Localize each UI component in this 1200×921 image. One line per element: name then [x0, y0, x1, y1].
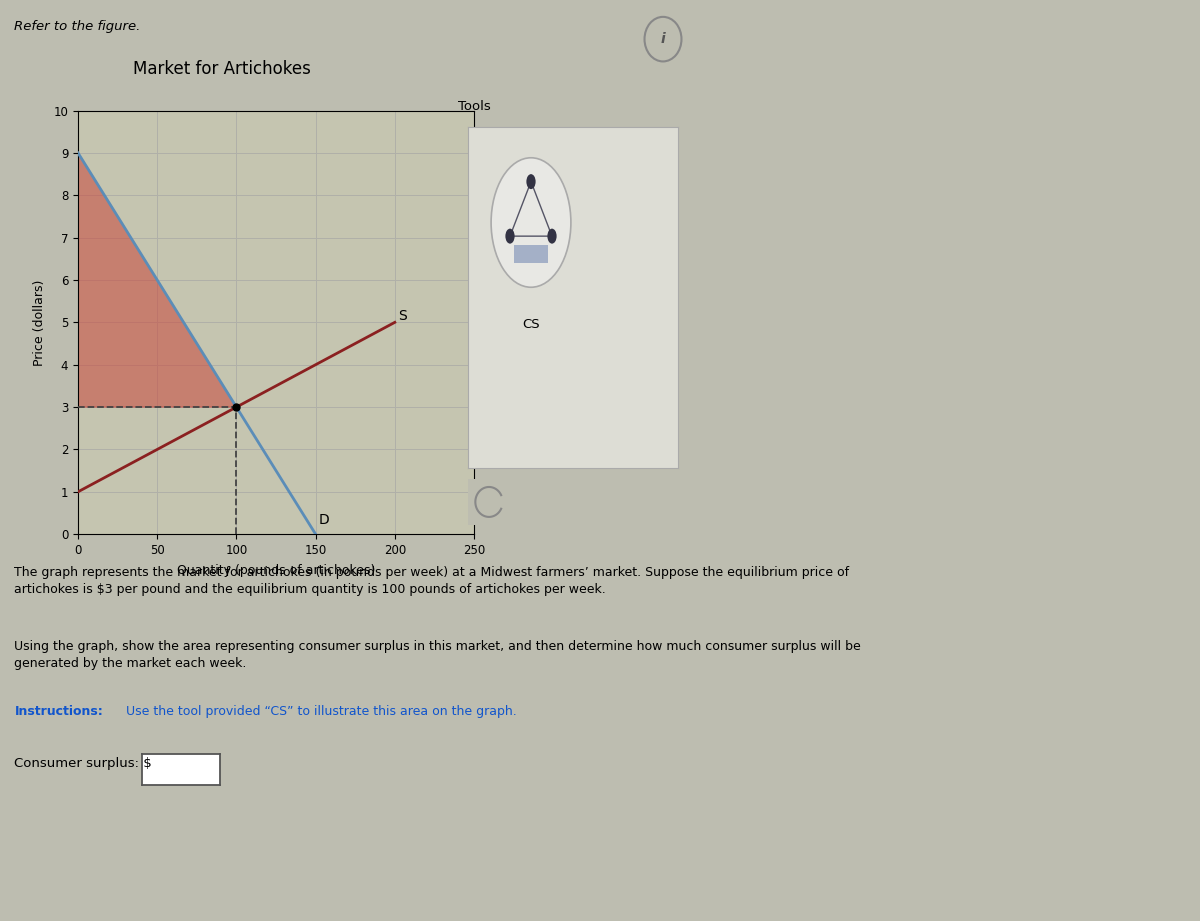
Text: Use the tool provided “CS” to illustrate this area on the graph.: Use the tool provided “CS” to illustrate… [122, 705, 517, 717]
Text: Refer to the figure.: Refer to the figure. [14, 20, 140, 33]
Text: Instructions:: Instructions: [14, 705, 103, 717]
Circle shape [547, 228, 557, 244]
Text: i: i [661, 32, 665, 46]
Text: Using the graph, show the area representing consumer surplus in this market, and: Using the graph, show the area represent… [14, 640, 862, 670]
Polygon shape [78, 153, 236, 407]
Text: S: S [398, 309, 407, 323]
Text: D: D [319, 513, 330, 527]
Bar [514, 245, 547, 263]
Text: The graph represents the market for artichokes (in pounds per week) at a Midwest: The graph represents the market for arti… [14, 566, 850, 597]
Text: CS: CS [522, 318, 540, 331]
Text: Market for Artichokes: Market for Artichokes [133, 60, 311, 78]
Circle shape [491, 157, 571, 287]
X-axis label: Quantity (pounds of artichokes): Quantity (pounds of artichokes) [176, 564, 376, 577]
Circle shape [527, 174, 535, 189]
Y-axis label: Price (dollars): Price (dollars) [34, 279, 47, 366]
Text: Consumer surplus: $: Consumer surplus: $ [14, 757, 152, 770]
Circle shape [644, 17, 682, 62]
Circle shape [505, 228, 515, 244]
Text: Tools: Tools [457, 100, 491, 113]
